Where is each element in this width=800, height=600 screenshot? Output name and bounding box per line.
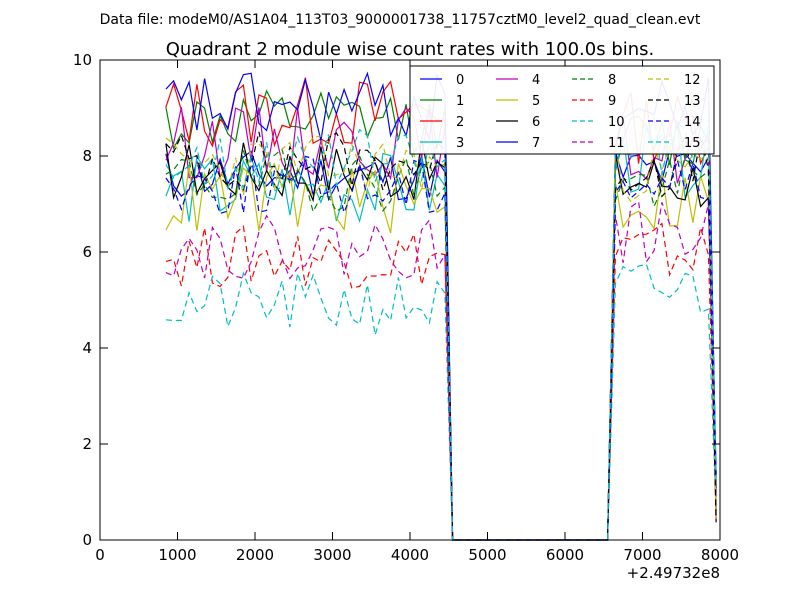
- x-tick-label: 1000: [158, 546, 196, 564]
- y-tick-label: 4: [82, 339, 92, 357]
- legend-label-11: 11: [608, 136, 625, 151]
- legend-label-6: 6: [532, 115, 540, 130]
- series-line-11: [165, 200, 717, 541]
- chart-title: Quadrant 2 module wise count rates with …: [166, 39, 655, 60]
- x-tick-label: 7000: [623, 546, 661, 564]
- y-tick-label: 10: [73, 51, 92, 69]
- x-offset-label: +2.49732e8: [627, 564, 720, 582]
- x-tick-label: 4000: [391, 546, 429, 564]
- legend-label-7: 7: [532, 136, 540, 151]
- legend-label-1: 1: [456, 94, 464, 109]
- series-line-12: [165, 134, 717, 541]
- y-tick-label: 8: [82, 147, 92, 165]
- legend-box: [409, 65, 715, 155]
- legend-label-4: 4: [532, 73, 540, 88]
- y-tick-label: 6: [82, 243, 92, 261]
- y-tick-label: 2: [82, 435, 92, 453]
- legend-label-9: 9: [608, 94, 616, 109]
- legend-label-14: 14: [684, 115, 701, 130]
- legend-label-15: 15: [684, 136, 701, 151]
- legend-label-12: 12: [684, 73, 701, 88]
- x-tick-label: 5000: [468, 546, 506, 564]
- x-tick-label: 8000: [701, 546, 739, 564]
- series-line-5: [165, 162, 717, 541]
- x-tick-label: 2000: [236, 546, 274, 564]
- legend-label-0: 0: [456, 73, 464, 88]
- series-line-9: [165, 222, 717, 541]
- x-tick-label: 6000: [546, 546, 584, 564]
- legend-label-10: 10: [608, 115, 625, 130]
- figure-suptitle: Data file: modeM0/AS1A04_113T03_90000017…: [100, 12, 701, 28]
- y-tick-label: 0: [82, 531, 92, 549]
- legend-label-3: 3: [456, 136, 464, 151]
- legend-label-13: 13: [684, 94, 701, 109]
- series-line-10: [165, 263, 717, 541]
- x-tick-label: 0: [95, 546, 105, 564]
- series-line-0: [165, 148, 717, 541]
- x-tick-label: 3000: [313, 546, 351, 564]
- series-line-14: [165, 153, 717, 541]
- legend-label-8: 8: [608, 73, 616, 88]
- legend-label-2: 2: [456, 115, 464, 130]
- legend-label-5: 5: [532, 94, 540, 109]
